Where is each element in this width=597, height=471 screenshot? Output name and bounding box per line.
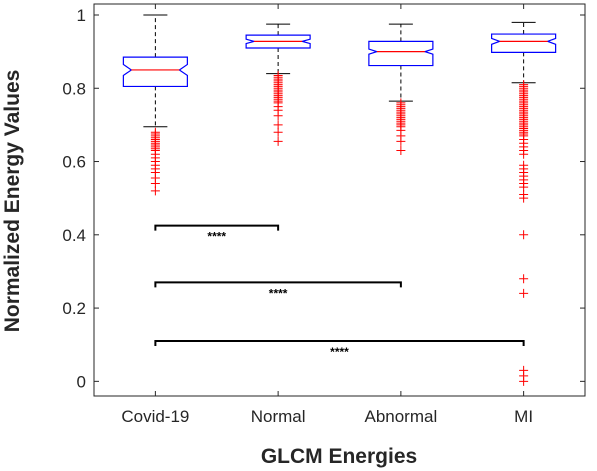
bracket-line xyxy=(154,224,280,231)
outlier-point xyxy=(519,230,529,240)
outliers xyxy=(396,98,406,156)
significance-bracket: **** xyxy=(154,340,525,359)
outlier-point xyxy=(396,136,406,146)
x-tick-label: Abnormal xyxy=(364,407,437,426)
outlier-point xyxy=(519,274,529,284)
box-abnormal xyxy=(368,23,434,156)
y-tick-label: 0.8 xyxy=(62,79,86,98)
notched-box xyxy=(245,34,311,49)
significance-brackets: **** **** **** xyxy=(154,224,525,359)
significance-label: **** xyxy=(330,345,349,359)
significance-bracket: **** xyxy=(154,281,402,300)
y-tick-label: 0.2 xyxy=(62,299,86,318)
outliers xyxy=(273,70,283,146)
box-covid-19 xyxy=(122,14,188,196)
x-tick-label: MI xyxy=(514,407,533,426)
notched-box xyxy=(491,33,557,53)
boxes xyxy=(122,14,557,386)
y-axis-title: Normalized Energy Values xyxy=(1,70,24,333)
outlier-point xyxy=(273,127,283,137)
outlier-point xyxy=(150,186,160,196)
outlier-point xyxy=(519,376,529,386)
notched-box xyxy=(368,40,434,67)
outlier-point xyxy=(273,111,283,121)
x-axis-title: GLCM Energies xyxy=(261,445,417,468)
outliers xyxy=(150,127,160,196)
outlier-point xyxy=(396,146,406,156)
x-tick-label: Covid-19 xyxy=(121,407,189,426)
y-tick-label: 1 xyxy=(77,6,86,25)
plot-area xyxy=(93,3,586,397)
bracket-line xyxy=(154,281,402,288)
y-tick-label: 0 xyxy=(77,372,86,391)
x-axis: Covid-19 Normal Abnormal MI xyxy=(121,4,533,426)
outlier-point xyxy=(519,149,529,159)
outlier-point xyxy=(519,288,529,298)
box-normal xyxy=(245,23,311,146)
x-tick-label: Normal xyxy=(251,407,306,426)
outliers xyxy=(519,80,529,386)
significance-bracket: **** xyxy=(154,224,280,244)
bracket-line xyxy=(154,340,525,347)
outlier-point xyxy=(519,193,529,203)
notched-box xyxy=(122,56,188,88)
y-tick-label: 0.4 xyxy=(62,226,86,245)
y-tick-label: 0.6 xyxy=(62,153,86,172)
significance-label: **** xyxy=(207,230,226,244)
significance-label: **** xyxy=(269,286,288,300)
box-mi xyxy=(491,21,557,386)
y-axis: 0 0.2 0.4 0.6 0.8 1 xyxy=(62,6,585,391)
outlier-point xyxy=(273,136,283,146)
